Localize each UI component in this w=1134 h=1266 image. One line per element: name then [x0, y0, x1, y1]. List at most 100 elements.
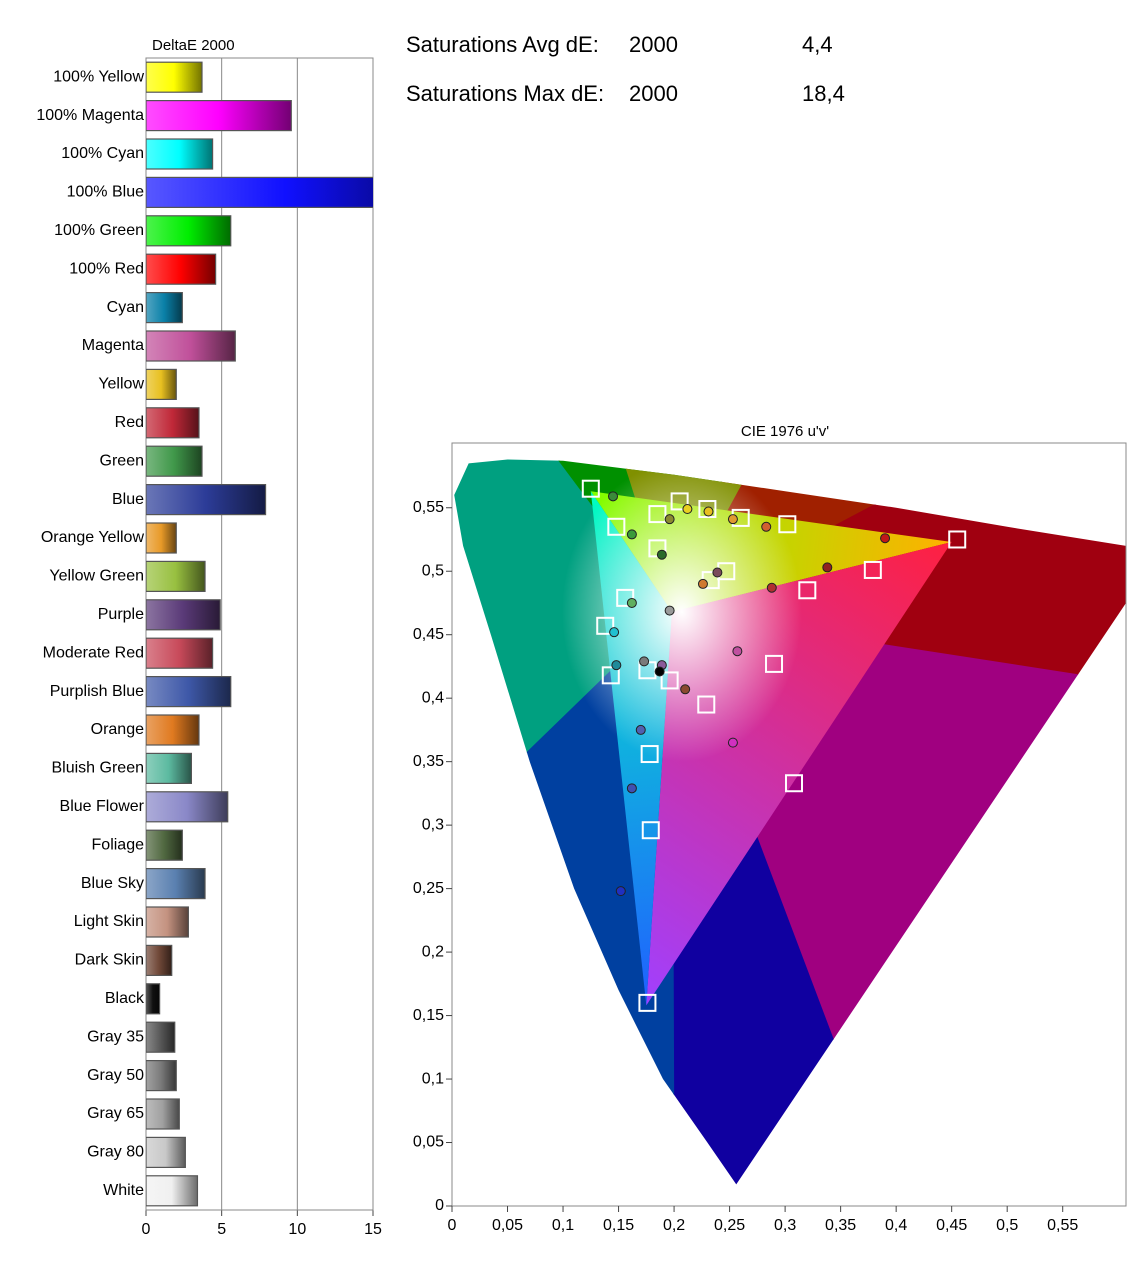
x-tick-label: 0 — [142, 1221, 151, 1238]
measured-point — [608, 491, 619, 502]
stat-label: Saturations Max dE: — [406, 81, 604, 106]
category-label: Green — [100, 452, 144, 469]
x-tick-label: 0,1 — [552, 1217, 574, 1234]
category-label: Gray 50 — [87, 1067, 144, 1084]
bar — [146, 1021, 176, 1053]
category-label: Magenta — [82, 337, 144, 354]
category-label: Foliage — [92, 836, 145, 853]
y-tick-label: 0,2 — [422, 943, 444, 960]
x-tick-label: 0,05 — [492, 1217, 523, 1234]
gamut-background — [454, 459, 1126, 1185]
measured-point — [766, 582, 777, 593]
y-tick-label: 0,55 — [413, 499, 444, 516]
target-point — [765, 654, 784, 673]
measured-point — [682, 504, 693, 515]
bar — [146, 714, 200, 746]
x-tick-label: 10 — [288, 1221, 306, 1238]
target-point — [948, 530, 967, 549]
y-tick-label: 0,5 — [422, 562, 444, 579]
target-point — [601, 666, 620, 685]
measured-point — [703, 506, 714, 517]
x-tick-label: 0,35 — [825, 1217, 856, 1234]
measured-point — [635, 724, 646, 735]
measured-point — [732, 646, 743, 657]
category-label: Black — [105, 990, 145, 1007]
category-label: Purplish Blue — [50, 683, 144, 700]
x-tick-label: 0,5 — [996, 1217, 1018, 1234]
measured-point — [639, 656, 650, 667]
category-label: Bluish Green — [52, 760, 145, 777]
y-tick-label: 0,1 — [422, 1070, 444, 1087]
bar — [146, 675, 232, 708]
target-point — [616, 588, 635, 607]
x-tick-label: 15 — [364, 1221, 382, 1238]
category-label: Gray 80 — [87, 1144, 144, 1161]
category-label: 100% Red — [69, 260, 144, 277]
bar — [146, 330, 236, 362]
x-tick-label: 0 — [448, 1217, 457, 1234]
category-label: 100% Yellow — [53, 68, 144, 85]
category-label: 100% Magenta — [36, 107, 144, 124]
target-point — [607, 517, 626, 536]
target-point — [596, 616, 615, 635]
measured-point — [761, 521, 772, 532]
bar — [146, 99, 292, 132]
bar — [146, 1175, 199, 1207]
stat-label: Saturations Avg dE: — [406, 32, 599, 57]
measured-point — [697, 578, 708, 589]
category-label: Light Skin — [74, 913, 144, 930]
y-tick-label: 0,3 — [422, 816, 444, 833]
measured-point — [712, 567, 723, 578]
target-point — [778, 515, 797, 534]
category-label: Cyan — [107, 299, 144, 316]
category-label: Blue — [112, 491, 144, 508]
bar — [146, 752, 193, 785]
target-point — [697, 695, 716, 714]
bar — [146, 292, 183, 324]
bar — [146, 522, 177, 554]
bar — [146, 176, 373, 208]
target-point — [648, 505, 667, 524]
x-tick-label: 0,2 — [663, 1217, 685, 1234]
measured-point — [611, 660, 622, 671]
category-label: Gray 35 — [87, 1028, 144, 1045]
bar — [146, 407, 200, 439]
category-label: Yellow — [98, 376, 144, 393]
measured-point — [880, 533, 891, 544]
y-tick-label: 0,4 — [422, 689, 444, 706]
bar — [146, 906, 189, 938]
measured-point — [727, 514, 738, 525]
plot-frame — [145, 57, 374, 1211]
bar — [146, 138, 214, 170]
plot-frame — [451, 442, 1127, 1207]
measured-point — [626, 783, 637, 794]
bar — [146, 791, 229, 823]
y-tick-label: 0,15 — [413, 1007, 444, 1024]
category-label: Orange — [91, 721, 144, 738]
category-label: Gray 65 — [87, 1105, 144, 1122]
bar — [146, 637, 214, 669]
category-label: White — [103, 1182, 144, 1199]
category-label: Red — [115, 414, 144, 431]
y-tick-label: 0,25 — [413, 880, 444, 897]
category-label: Dark Skin — [75, 952, 144, 969]
target-point — [698, 500, 717, 519]
measured-point — [656, 549, 667, 560]
x-tick-label: 0,55 — [1047, 1217, 1078, 1234]
x-tick-label: 0,15 — [603, 1217, 634, 1234]
bar — [146, 368, 177, 400]
bar — [146, 215, 232, 247]
bar — [146, 61, 203, 93]
bar — [146, 1059, 177, 1092]
target-point — [863, 560, 882, 579]
x-tick-label: 0,4 — [885, 1217, 907, 1234]
measured-point — [664, 605, 675, 616]
target-point — [670, 492, 689, 511]
bar — [146, 829, 183, 861]
y-tick-label: 0,05 — [413, 1134, 444, 1151]
measured-point — [626, 597, 637, 608]
target-point — [641, 821, 660, 840]
target-point — [581, 479, 600, 498]
stat-value: 4,4 — [802, 32, 833, 57]
category-label: Blue Flower — [60, 798, 145, 815]
